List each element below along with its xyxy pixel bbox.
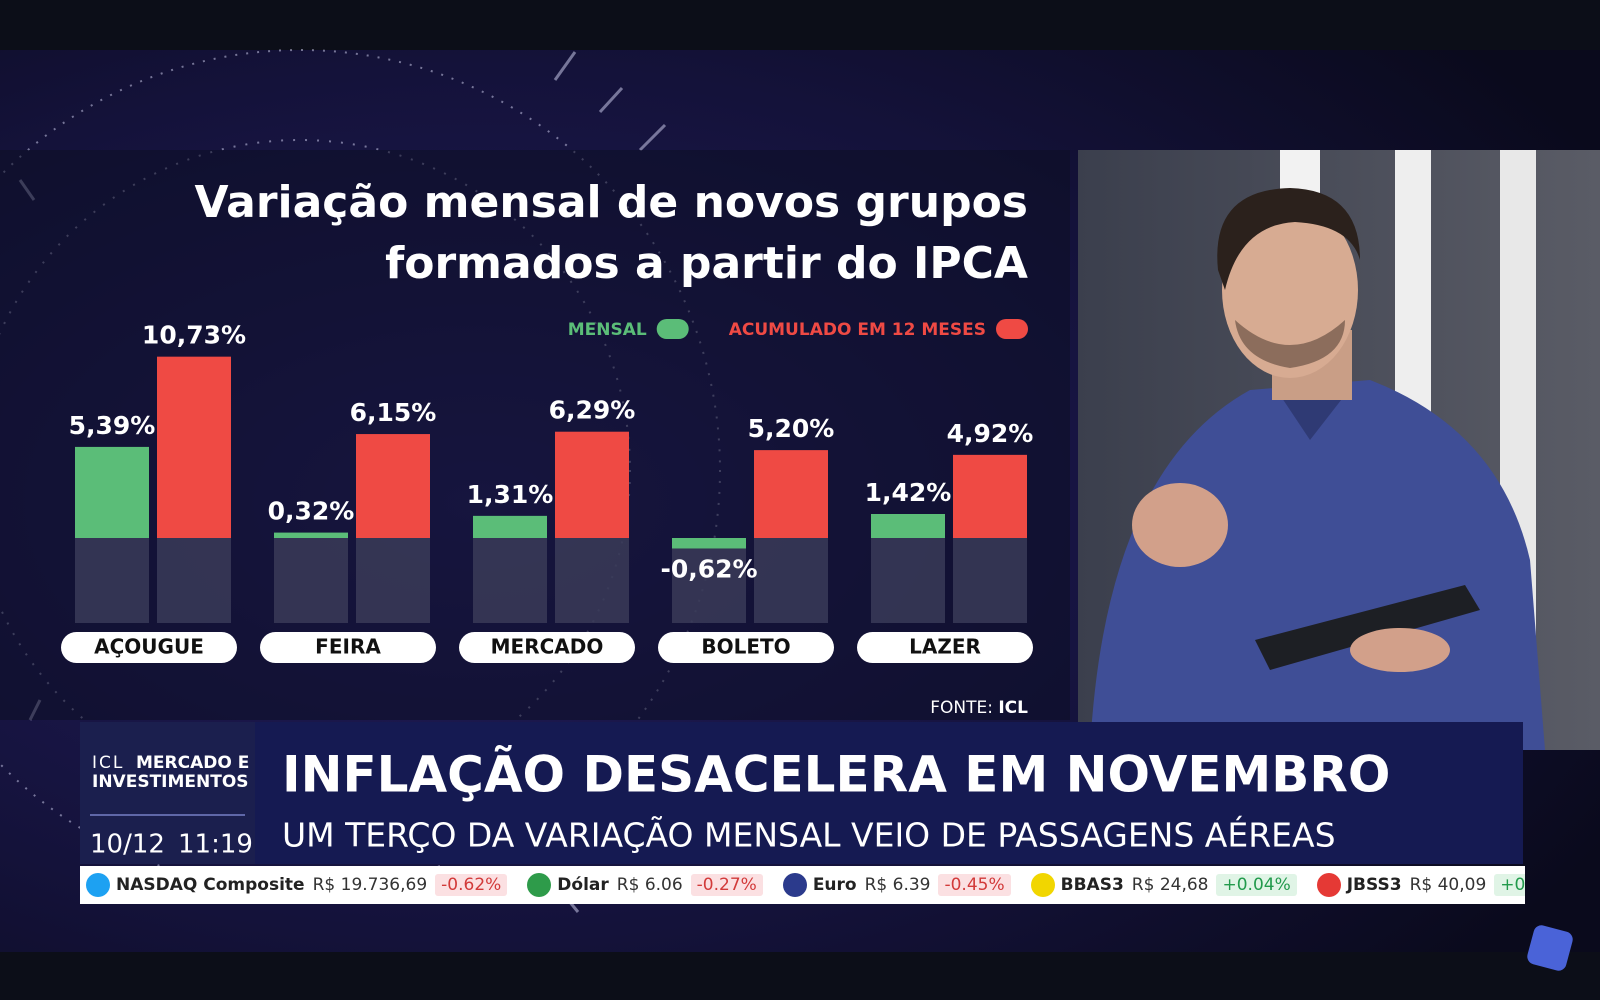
ticker-price: R$ 6.39 xyxy=(864,875,931,895)
category-label: MERCADO xyxy=(491,635,604,659)
headline: INFLAÇÃO DESACELERA EM NOVEMBRO xyxy=(282,745,1390,804)
source: FONTE: ICL xyxy=(930,698,1028,718)
ticker-icon xyxy=(527,873,552,897)
bar-backdrop xyxy=(274,538,348,623)
bar xyxy=(871,514,945,538)
ticker-icon xyxy=(782,873,807,897)
legend-label: ACUMULADO EM 12 MESES xyxy=(729,320,986,340)
bar xyxy=(75,446,149,538)
bar-backdrop xyxy=(754,538,828,623)
legend-swatch xyxy=(656,319,689,339)
ticker: NASDAQ Composite R$ 19.736,69 -0.62% Dólar R… xyxy=(80,866,1525,904)
ticker-name: Euro xyxy=(812,875,857,895)
category-label: FEIRA xyxy=(315,635,381,659)
corner-logo xyxy=(1527,925,1573,971)
ticker-price: R$ 6.06 xyxy=(616,875,683,895)
bar-backdrop xyxy=(473,538,547,623)
category-label: BOLETO xyxy=(701,635,790,659)
lower-third: ICL MERCADO E INVESTIMENTOS 10/12 11:19 … xyxy=(80,722,1523,864)
ticker-price: R$ 24,68 xyxy=(1131,875,1209,895)
value-label: 6,15% xyxy=(350,398,437,427)
bar-backdrop xyxy=(555,538,629,623)
ticker-icon xyxy=(86,873,110,897)
ticker-icon xyxy=(1316,873,1341,897)
ticker-icon xyxy=(1030,873,1055,897)
value-label: 5,20% xyxy=(748,414,835,443)
value-label: 1,42% xyxy=(865,478,952,507)
ticker-item: NASDAQ Composite R$ 19.736,69 -0.62% xyxy=(86,873,508,897)
legend-swatch xyxy=(996,319,1028,339)
value-label: 0,32% xyxy=(268,497,355,526)
ticker-item: JBSS3 R$ 40,09 +0.4% xyxy=(1316,873,1525,897)
ticker-change: +0.04% xyxy=(1216,874,1297,896)
chart-title: formados a partir do IPCA xyxy=(385,238,1028,289)
bar xyxy=(356,434,430,538)
chart: ACUMULADO EM 12 MESES MENSAL 5,39% 10,73% AÇ… xyxy=(61,319,1033,663)
chart-title: Variação mensal de novos grupos xyxy=(195,177,1029,228)
value-label: 5,39% xyxy=(69,411,156,440)
ticker-item: BBAS3 R$ 24,68 +0.04% xyxy=(1030,873,1297,897)
bar xyxy=(157,356,231,538)
ticker-name: JBSS3 xyxy=(1346,875,1402,895)
bar-backdrop xyxy=(871,538,945,623)
ticker-item: Euro R$ 6.39 -0.45% xyxy=(782,873,1011,897)
letterbox-top xyxy=(0,0,1600,50)
category-label: AÇOUGUE xyxy=(94,635,204,659)
studio-video xyxy=(1078,150,1600,750)
category-label: LAZER xyxy=(909,635,981,659)
time: 11:19 xyxy=(178,830,253,860)
bar-backdrop xyxy=(75,538,149,623)
value-label: 10,73% xyxy=(142,321,246,350)
value-label: -0,62% xyxy=(660,554,757,583)
bar xyxy=(274,532,348,538)
category-pill xyxy=(61,632,237,663)
bar-backdrop xyxy=(356,538,430,623)
bar xyxy=(754,450,828,538)
ticker-price: R$ 19.736,69 xyxy=(312,875,428,895)
category-pill xyxy=(260,632,436,663)
logo-line2: INVESTIMENTOS xyxy=(92,772,249,792)
category-pill xyxy=(658,632,834,663)
ticker-change: -0.27% xyxy=(690,874,763,896)
bar xyxy=(953,454,1027,538)
value-label: 6,29% xyxy=(549,396,636,425)
ticker-price: R$ 40,09 xyxy=(1409,875,1487,895)
letterbox-bottom xyxy=(0,952,1600,1000)
bar xyxy=(672,538,746,549)
logo-brand: ICL xyxy=(92,753,124,773)
legend-label: MENSAL xyxy=(568,320,647,340)
ticker-change: +0.4% xyxy=(1494,874,1525,896)
value-label: 1,31% xyxy=(467,480,554,509)
ticker-item: Dólar R$ 6.06 -0.27% xyxy=(527,873,763,897)
ticker-name: NASDAQ Composite xyxy=(116,875,305,895)
date: 10/12 xyxy=(90,830,165,860)
ticker-name: Dólar xyxy=(557,875,609,895)
bar xyxy=(555,431,629,538)
bar-backdrop xyxy=(157,538,231,623)
category-pill xyxy=(459,632,635,663)
subheadline: UM TERÇO DA VARIAÇÃO MENSAL VEIO DE PASS… xyxy=(282,815,1336,855)
value-label: 4,92% xyxy=(947,419,1034,448)
ticker-change: -0.45% xyxy=(938,874,1011,896)
logo-line1: MERCADO E xyxy=(136,753,249,773)
ticker-change: -0.62% xyxy=(435,874,508,896)
bar xyxy=(473,515,547,538)
ticker-name: BBAS3 xyxy=(1060,875,1124,895)
bar-backdrop xyxy=(953,538,1027,623)
source-label: FONTE: xyxy=(930,698,993,718)
bar-backdrop xyxy=(672,538,746,623)
source-name: ICL xyxy=(998,698,1028,718)
category-pill xyxy=(857,632,1033,663)
